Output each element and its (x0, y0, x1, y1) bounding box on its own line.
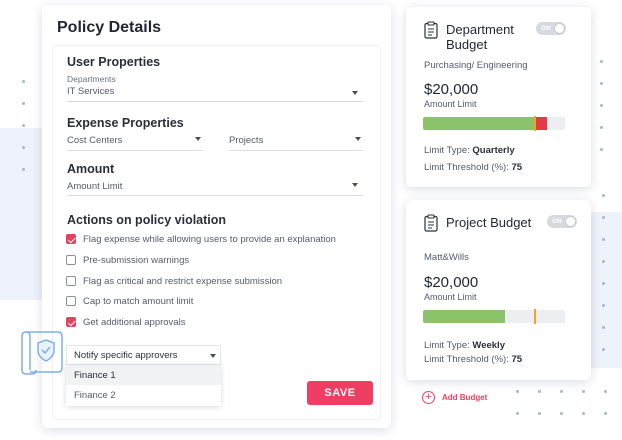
notify-approvers-value: Notify specific approvers (74, 350, 178, 361)
limit-type: Limit Type: Weekly (424, 340, 505, 351)
budget-overage-fill (533, 117, 547, 130)
limit-type-value: Quarterly (472, 145, 515, 156)
chevron-down-icon (352, 183, 358, 187)
amount-limit-label: Amount Limit (424, 292, 477, 302)
amount-limit-placeholder: Amount Limit (67, 181, 123, 192)
action-option-label: Flag as critical and restrict expense su… (83, 275, 283, 287)
limit-threshold-label: Limit Threshold (%): (424, 162, 509, 173)
departments-value: IT Services (67, 86, 115, 97)
budget-progress-bar (423, 310, 565, 323)
amount-limit-label: Amount Limit (424, 99, 477, 109)
expense-properties-heading: Expense Properties (67, 116, 184, 130)
budget-progress-bar (423, 117, 565, 130)
actions-heading: Actions on policy violation (67, 213, 227, 227)
policy-scroll-shield-icon (21, 331, 63, 375)
threshold-marker (533, 116, 536, 131)
background-panel-right (590, 212, 622, 368)
limit-threshold-label: Limit Threshold (%): (424, 354, 509, 365)
add-budget-label: Add Budget (442, 393, 488, 402)
budget-toggle[interactable]: ON (536, 22, 566, 35)
checkbox-unchecked[interactable] (66, 276, 76, 286)
action-option[interactable]: Cap to match amount limit (66, 295, 193, 307)
department-budget-card: Department Budget ON Purchasing/ Enginee… (406, 7, 591, 187)
card-title: Department Budget (446, 22, 514, 52)
budget-amount: $20,000 (424, 274, 479, 291)
limit-type-label: Limit Type: (424, 145, 470, 156)
user-properties-heading: User Properties (67, 55, 161, 69)
menu-item-finance-1[interactable]: Finance 1 (66, 365, 221, 385)
divider (229, 150, 363, 151)
action-option[interactable]: Get additional approvals (66, 316, 185, 328)
action-option-label: Pre-submission warnings (83, 254, 190, 266)
action-option-label: Cap to match amount limit (83, 295, 194, 307)
clipboard-icon (424, 214, 438, 232)
chevron-down-icon (352, 91, 358, 95)
card-title-line: Department (446, 22, 514, 37)
notify-approvers-menu: Finance 1 Finance 2 (66, 365, 221, 406)
project-budget-card: Project Budget ON Matt&Wills $20,000 Amo… (406, 200, 591, 380)
action-option-label: Get additional approvals (83, 316, 186, 328)
departments-label: Departments (67, 74, 116, 84)
budget-progress-fill (423, 310, 506, 323)
save-button[interactable]: SAVE (307, 381, 373, 405)
chevron-down-icon (210, 354, 216, 358)
budget-toggle[interactable]: ON (547, 215, 577, 228)
background-panel-left (0, 128, 44, 300)
limit-threshold: Limit Threshold (%): 75 (424, 162, 522, 173)
limit-type: Limit Type: Quarterly (424, 145, 515, 156)
budget-scope: Purchasing/ Engineering (424, 60, 528, 71)
checkbox-checked[interactable] (66, 234, 76, 244)
policy-form: User Properties Departments IT Services … (52, 45, 381, 420)
divider (67, 150, 203, 151)
page-title: Policy Details (57, 19, 162, 36)
toggle-label: ON (552, 217, 562, 225)
plus-icon: + (422, 391, 435, 404)
limit-threshold-value: 75 (511, 162, 523, 173)
checkbox-unchecked[interactable] (66, 296, 76, 306)
action-option-label: Flag expense while allowing users to pro… (83, 233, 336, 245)
toggle-knob (565, 216, 576, 227)
amount-heading: Amount (67, 162, 115, 176)
budget-amount: $20,000 (424, 81, 479, 98)
checkbox-checked[interactable] (66, 317, 76, 327)
budget-progress-fill (423, 117, 534, 130)
action-option[interactable]: Flag expense while allowing users to pro… (66, 233, 336, 245)
budget-scope: Matt&Wills (424, 252, 469, 263)
projects-placeholder: Projects (229, 135, 264, 146)
limit-threshold: Limit Threshold (%): 75 (424, 354, 522, 365)
divider (67, 195, 363, 196)
toggle-label: ON (541, 24, 551, 32)
threshold-marker (533, 309, 536, 324)
limit-type-label: Limit Type: (424, 340, 470, 351)
action-option[interactable]: Flag as critical and restrict expense su… (66, 275, 282, 287)
add-budget-button[interactable]: + Add Budget (422, 391, 487, 404)
action-option[interactable]: Pre-submission warnings (66, 254, 189, 266)
limit-threshold-value: 75 (511, 354, 523, 365)
clipboard-icon (424, 21, 438, 39)
toggle-knob (554, 23, 565, 34)
checkbox-unchecked[interactable] (66, 255, 76, 265)
chevron-down-icon (355, 137, 361, 141)
chevron-down-icon (195, 137, 201, 141)
card-title: Project Budget (446, 215, 532, 230)
notify-approvers-select[interactable]: Notify specific approvers (66, 345, 221, 365)
cost-centers-placeholder: Cost Centers (67, 135, 123, 146)
limit-type-value: Weekly (472, 340, 505, 351)
card-title-line: Budget (446, 37, 488, 52)
divider (67, 101, 363, 102)
menu-item-finance-2[interactable]: Finance 2 (74, 390, 116, 401)
